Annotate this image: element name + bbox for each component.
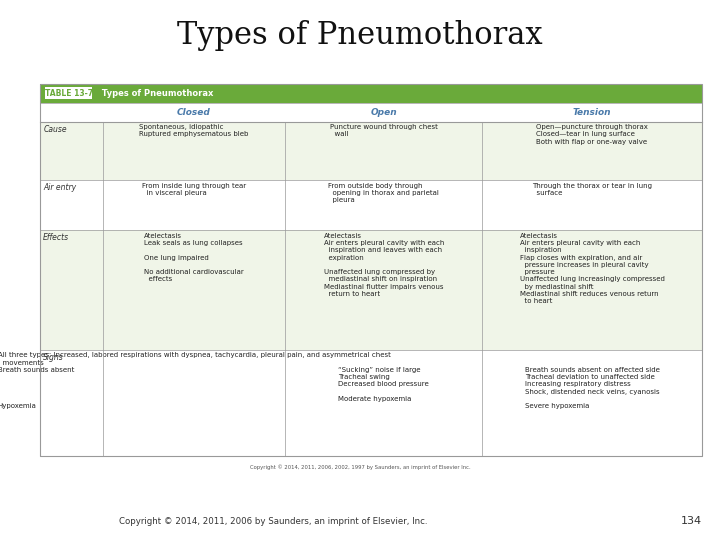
Bar — [40, 122, 702, 180]
Bar — [40, 84, 702, 456]
Text: Types of Pneumothorax: Types of Pneumothorax — [177, 19, 543, 51]
Text: 134: 134 — [681, 516, 702, 526]
Text: All three types: Increased, labored respirations with dyspnea, tachycardia, pleu: All three types: Increased, labored resp… — [0, 353, 390, 409]
Bar — [40, 84, 702, 103]
Text: Atelectasis
Air enters pleural cavity with each
  inspiration and leaves with ea: Atelectasis Air enters pleural cavity wi… — [323, 233, 444, 297]
Bar — [40, 350, 702, 456]
Text: “Sucking” noise if large
Tracheal swing
Decreased blood pressure

Moderate hypox: “Sucking” noise if large Tracheal swing … — [338, 353, 429, 402]
Text: Tension: Tension — [573, 107, 611, 117]
Text: Copyright © 2014, 2011, 2006 by Saunders, an imprint of Elsevier, Inc.: Copyright © 2014, 2011, 2006 by Saunders… — [120, 517, 428, 526]
Text: Closed: Closed — [177, 107, 211, 117]
Text: Spontaneous, idiopathic
Ruptured emphysematous bleb: Spontaneous, idiopathic Ruptured emphyse… — [140, 124, 248, 138]
Bar — [40, 180, 702, 230]
Text: Breath sounds absent on affected side
Tracheal deviation to unaffected side
Incr: Breath sounds absent on affected side Tr… — [525, 353, 660, 409]
Text: Air entry: Air entry — [43, 184, 76, 192]
Text: From inside lung through tear
  in visceral pleura: From inside lung through tear in viscera… — [142, 183, 246, 196]
Text: TABLE 13-7: TABLE 13-7 — [45, 89, 93, 98]
Text: Puncture wound through chest
  wall: Puncture wound through chest wall — [330, 124, 438, 138]
Text: Types of Pneumothorax: Types of Pneumothorax — [96, 89, 213, 98]
Text: Cause: Cause — [43, 125, 67, 134]
Text: Atelectasis
Leak seals as lung collapses

One lung impaired

No additional cardi: Atelectasis Leak seals as lung collapses… — [144, 233, 244, 282]
Text: Signs: Signs — [43, 353, 64, 362]
Bar — [40, 230, 702, 350]
Text: Open: Open — [371, 107, 397, 117]
Text: From outside body through
  opening in thorax and parietal
  pleura: From outside body through opening in tho… — [328, 183, 439, 204]
Text: Copyright © 2014, 2011, 2006, 2002, 1997 by Saunders, an imprint of Elsevier Inc: Copyright © 2014, 2011, 2006, 2002, 1997… — [250, 464, 470, 470]
Text: Through the thorax or tear in lung
  surface: Through the thorax or tear in lung surfa… — [532, 183, 652, 196]
Text: Effects: Effects — [43, 233, 69, 242]
Text: Open—puncture through thorax
Closed—tear in lung surface
Both with flap or one-w: Open—puncture through thorax Closed—tear… — [536, 124, 648, 145]
Bar — [40, 103, 702, 122]
FancyBboxPatch shape — [45, 87, 92, 99]
Text: Atelectasis
Air enters pleural cavity with each
  inspiration
Flap closes with e: Atelectasis Air enters pleural cavity wi… — [520, 233, 665, 304]
